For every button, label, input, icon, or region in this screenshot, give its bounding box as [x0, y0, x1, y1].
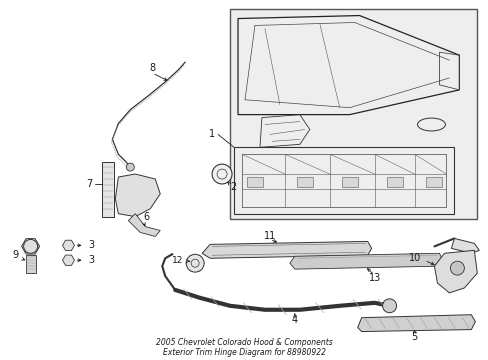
Text: 5: 5: [410, 333, 417, 342]
Polygon shape: [433, 250, 476, 293]
Text: 1: 1: [208, 130, 215, 139]
Polygon shape: [450, 238, 478, 253]
Polygon shape: [357, 315, 474, 332]
Circle shape: [449, 261, 464, 275]
Polygon shape: [202, 242, 371, 258]
Polygon shape: [128, 214, 160, 237]
Text: 13: 13: [368, 273, 380, 283]
Circle shape: [382, 299, 396, 313]
Bar: [102, 162, 114, 217]
Text: 2005 Chevrolet Colorado Hood & Components
Exterior Trim Hinge Diagram for 889809: 2005 Chevrolet Colorado Hood & Component…: [155, 338, 332, 357]
Text: 3: 3: [88, 240, 94, 250]
Text: 2: 2: [229, 182, 236, 192]
Text: 3: 3: [88, 255, 94, 265]
Text: 8: 8: [149, 63, 155, 73]
Bar: [341, 177, 357, 187]
Bar: [426, 177, 442, 187]
Circle shape: [126, 163, 134, 171]
Text: 4: 4: [291, 315, 297, 325]
Bar: [246, 177, 263, 187]
Circle shape: [186, 254, 203, 272]
Polygon shape: [289, 253, 442, 269]
Polygon shape: [115, 174, 160, 217]
Text: 12: 12: [171, 256, 183, 265]
Bar: [386, 177, 402, 187]
Text: 10: 10: [408, 253, 421, 263]
Text: 9: 9: [13, 250, 19, 260]
Text: 7: 7: [86, 179, 92, 189]
Bar: [25, 255, 36, 273]
Circle shape: [212, 164, 232, 184]
Text: 11: 11: [263, 231, 276, 242]
Bar: [296, 177, 312, 187]
Bar: [229, 9, 476, 219]
Circle shape: [23, 239, 38, 253]
Text: 6: 6: [143, 212, 149, 222]
